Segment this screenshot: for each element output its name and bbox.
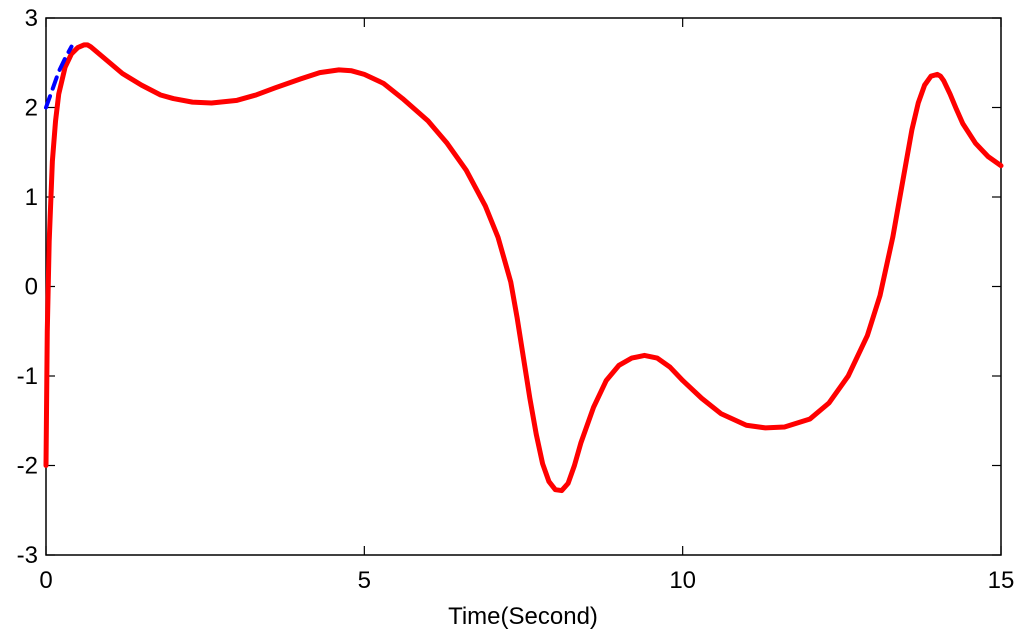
series-line-2 — [44, 44, 74, 110]
x-tick-label: 10 — [669, 567, 696, 594]
series-line-1 — [43, 42, 1004, 494]
x-tick-label: 5 — [358, 567, 371, 594]
y-tick-label: 2 — [25, 95, 38, 122]
tick-labels: 0 5 10 15 -3 -2 -1 0 1 2 3 — [17, 5, 1015, 594]
y-tick-label: 3 — [25, 5, 38, 32]
series-group — [43, 42, 1004, 494]
x-tick-label: 0 — [39, 567, 52, 594]
x-tick-label: 15 — [988, 567, 1015, 594]
plot-area-frame — [45, 17, 1002, 556]
y-tick-label: -1 — [17, 363, 38, 390]
y-tick-label: -3 — [17, 542, 38, 569]
y-tick-label: 1 — [25, 184, 38, 211]
y-tick-label: 0 — [25, 274, 38, 301]
x-axis-title: Time(Second) — [448, 603, 598, 630]
axis-ticks — [45, 17, 1002, 556]
y-tick-label: -2 — [17, 453, 38, 480]
